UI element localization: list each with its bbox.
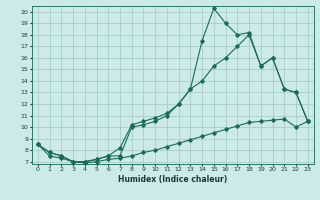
X-axis label: Humidex (Indice chaleur): Humidex (Indice chaleur) — [118, 175, 228, 184]
